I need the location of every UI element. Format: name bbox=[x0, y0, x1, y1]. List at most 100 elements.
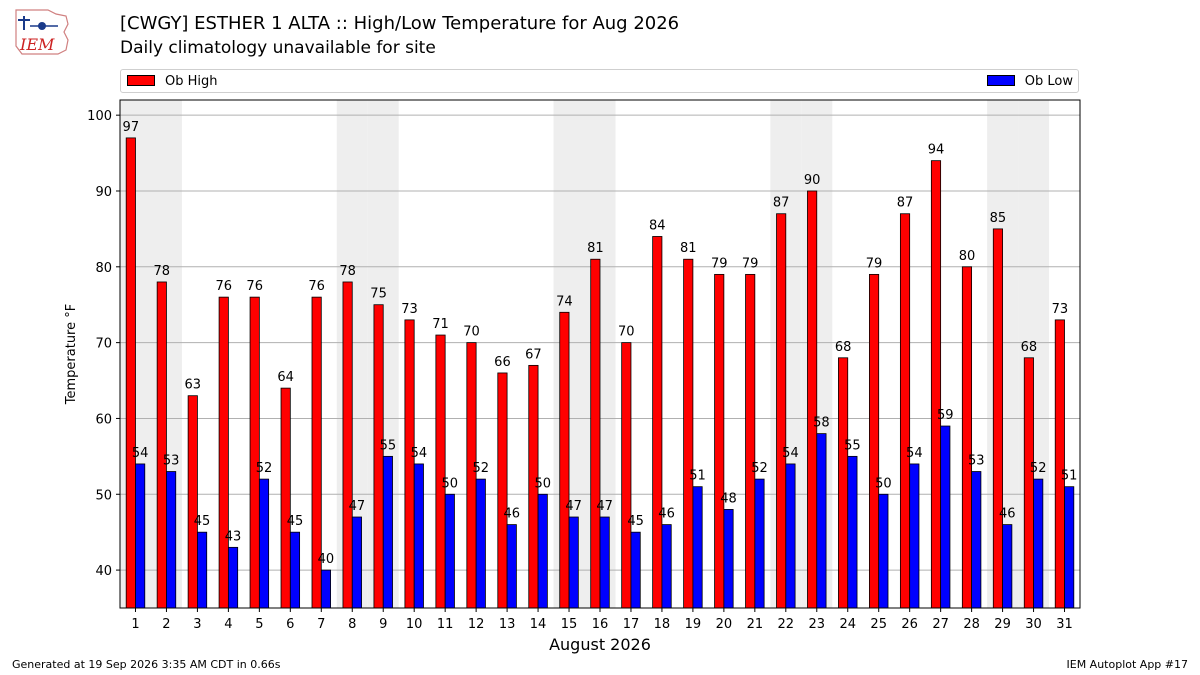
bar-low bbox=[506, 524, 517, 609]
bar-high bbox=[559, 311, 570, 609]
bar-low bbox=[971, 471, 982, 609]
legend-item-low: Ob Low bbox=[986, 74, 1073, 89]
data-label-low: 55 bbox=[844, 438, 861, 453]
bar-high bbox=[125, 137, 136, 609]
bar-high bbox=[838, 357, 849, 609]
data-label-high: 84 bbox=[649, 218, 666, 233]
x-tick-label: 12 bbox=[468, 617, 485, 632]
legend: Ob High Ob Low bbox=[120, 69, 1079, 93]
data-label-high: 81 bbox=[587, 241, 604, 256]
x-tick-label: 31 bbox=[1056, 617, 1073, 632]
bar-high bbox=[1023, 357, 1034, 609]
bar-low bbox=[754, 478, 765, 609]
data-label-low: 45 bbox=[194, 514, 211, 529]
data-label-high: 76 bbox=[246, 279, 263, 294]
data-label-low: 45 bbox=[287, 514, 304, 529]
data-label-high: 94 bbox=[928, 143, 945, 158]
x-tick-label: 20 bbox=[716, 617, 733, 632]
x-tick-label: 13 bbox=[499, 617, 516, 632]
bar-high bbox=[187, 395, 198, 609]
bar-low bbox=[537, 493, 548, 609]
bar-high bbox=[497, 372, 508, 609]
x-tick-label: 9 bbox=[379, 617, 387, 632]
bar-high bbox=[280, 387, 291, 609]
data-label-high: 64 bbox=[277, 370, 294, 385]
data-label-low: 53 bbox=[968, 454, 985, 469]
data-label-low: 45 bbox=[627, 514, 644, 529]
x-tick-label: 4 bbox=[224, 617, 232, 632]
data-label-low: 51 bbox=[1061, 469, 1078, 484]
x-tick-label: 16 bbox=[592, 617, 609, 632]
data-label-high: 71 bbox=[432, 317, 449, 332]
bar-high bbox=[621, 342, 632, 609]
bar-high bbox=[404, 319, 415, 609]
x-tick-label: 11 bbox=[437, 617, 454, 632]
legend-swatch-low bbox=[986, 75, 1015, 86]
bar-low bbox=[785, 463, 796, 609]
x-tick-label: 6 bbox=[286, 617, 294, 632]
bar-high bbox=[961, 266, 973, 609]
logo-text: IEM bbox=[19, 35, 55, 54]
data-label-high: 80 bbox=[959, 249, 976, 264]
y-tick-label: 100 bbox=[87, 109, 112, 124]
data-label-low: 52 bbox=[751, 461, 768, 476]
data-label-high: 76 bbox=[215, 279, 232, 294]
bar-high bbox=[776, 213, 787, 609]
data-label-high: 73 bbox=[1052, 302, 1069, 317]
data-label-high: 66 bbox=[494, 355, 511, 370]
data-label-high: 67 bbox=[525, 347, 542, 362]
data-label-low: 54 bbox=[906, 446, 923, 461]
data-label-high: 85 bbox=[990, 211, 1007, 226]
bar-low bbox=[166, 471, 177, 609]
y-tick-label: 80 bbox=[95, 261, 112, 276]
x-tick-label: 3 bbox=[193, 617, 201, 632]
bar-low bbox=[1002, 524, 1013, 609]
x-tick-label: 23 bbox=[809, 617, 826, 632]
x-tick-label: 1 bbox=[131, 617, 139, 632]
data-label-low: 55 bbox=[380, 438, 397, 453]
bar-high bbox=[342, 281, 353, 609]
bar-high bbox=[899, 213, 911, 609]
x-tick-label: 15 bbox=[561, 617, 578, 632]
bar-high bbox=[869, 273, 880, 609]
data-label-high: 68 bbox=[1021, 340, 1038, 355]
data-label-high: 76 bbox=[308, 279, 325, 294]
bar-low bbox=[382, 455, 393, 609]
bar-low bbox=[289, 531, 301, 609]
data-label-high: 70 bbox=[618, 325, 635, 340]
data-label-low: 54 bbox=[782, 446, 799, 461]
bar-high bbox=[807, 190, 818, 609]
data-label-low: 46 bbox=[999, 507, 1016, 522]
bar-low bbox=[444, 493, 455, 609]
bar-high bbox=[1054, 319, 1065, 609]
x-tick-label: 10 bbox=[406, 617, 423, 632]
data-label-low: 47 bbox=[349, 499, 366, 514]
legend-label-low: Ob Low bbox=[1024, 74, 1073, 89]
data-label-high: 78 bbox=[339, 264, 356, 279]
bar-high bbox=[714, 273, 725, 609]
bar-low bbox=[197, 531, 208, 609]
bar-low bbox=[227, 546, 239, 609]
chart-title: [CWGY] ESTHER 1 ALTA :: High/Low Tempera… bbox=[120, 13, 680, 34]
data-label-high: 78 bbox=[154, 264, 171, 279]
bar-high bbox=[249, 296, 260, 609]
data-label-low: 46 bbox=[503, 507, 520, 522]
bar-high bbox=[218, 296, 229, 609]
y-axis-label: Temperature °F bbox=[64, 304, 79, 405]
bar-high bbox=[590, 258, 601, 609]
data-label-low: 59 bbox=[937, 408, 954, 423]
x-tick-label: 28 bbox=[963, 617, 980, 632]
data-label-low: 40 bbox=[318, 552, 335, 567]
bar-low bbox=[568, 516, 579, 609]
x-tick-label: 5 bbox=[255, 617, 263, 632]
data-label-low: 47 bbox=[596, 499, 613, 514]
x-tick-label: 8 bbox=[348, 617, 356, 632]
data-label-high: 68 bbox=[835, 340, 852, 355]
iem-logo: IEM bbox=[8, 6, 74, 58]
data-label-low: 43 bbox=[225, 529, 242, 544]
bar-low bbox=[1064, 486, 1075, 609]
data-label-high: 79 bbox=[866, 256, 883, 271]
x-tick-label: 25 bbox=[870, 617, 887, 632]
data-label-high: 97 bbox=[123, 120, 140, 135]
